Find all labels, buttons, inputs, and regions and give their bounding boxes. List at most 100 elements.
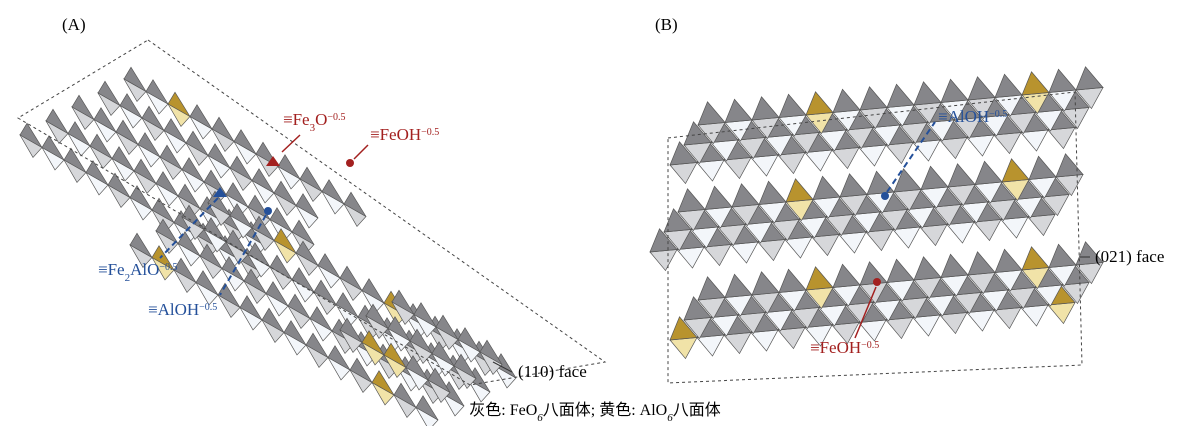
octahedron-face bbox=[865, 229, 894, 252]
octahedron-face bbox=[723, 157, 752, 180]
arrow bbox=[281, 134, 301, 153]
octahedron-face bbox=[313, 279, 337, 305]
octahedron-face bbox=[273, 228, 297, 254]
octahedron-face bbox=[778, 93, 807, 118]
octahedron-face bbox=[269, 207, 293, 233]
octahedron-face bbox=[1021, 71, 1050, 96]
octahedron-face bbox=[19, 122, 43, 148]
octahedron-face bbox=[669, 162, 698, 185]
octahedron-face bbox=[167, 91, 191, 117]
text: ≡Fe bbox=[98, 260, 125, 279]
octahedron-face bbox=[247, 194, 271, 220]
octahedron-face bbox=[723, 332, 752, 355]
octahedron-face bbox=[946, 221, 975, 244]
octahedron-face bbox=[750, 329, 779, 352]
octahedron-face bbox=[866, 170, 895, 195]
superscript: −0.5 bbox=[159, 262, 177, 273]
leader bbox=[886, 121, 936, 193]
octahedron-face bbox=[129, 232, 153, 258]
octahedron-face bbox=[479, 339, 503, 365]
octahedron-face bbox=[785, 178, 814, 203]
octahedron-face bbox=[1021, 246, 1050, 271]
octahedron-face bbox=[912, 139, 941, 162]
octahedron-face bbox=[457, 327, 481, 353]
octahedron-face bbox=[361, 278, 385, 304]
octahedron-face bbox=[913, 256, 942, 281]
octahedron-face bbox=[1055, 153, 1084, 178]
octahedron-face bbox=[859, 86, 888, 111]
octahedron-face bbox=[858, 319, 887, 342]
octahedron-face bbox=[111, 146, 135, 172]
octahedron-face bbox=[649, 249, 678, 272]
octahedron-face bbox=[677, 188, 706, 213]
octahedron-face bbox=[886, 258, 915, 283]
octahedron-face bbox=[919, 224, 948, 247]
octahedron-face bbox=[1000, 216, 1029, 239]
octahedron-face bbox=[265, 281, 289, 307]
text: 八面体; 黄色: AlO bbox=[543, 401, 667, 419]
site-marker bbox=[873, 278, 881, 286]
site-marker bbox=[881, 192, 889, 200]
octahedron-face bbox=[974, 160, 1003, 185]
octahedron-face bbox=[233, 129, 257, 155]
octahedron-face bbox=[339, 317, 363, 343]
octahedron-face bbox=[804, 149, 833, 172]
octahedron-face bbox=[435, 314, 459, 340]
octahedron-face bbox=[1047, 302, 1076, 325]
octahedron-face bbox=[966, 134, 995, 157]
octahedron-face bbox=[207, 190, 231, 216]
arrow bbox=[492, 361, 513, 373]
octahedron-face bbox=[886, 83, 915, 108]
face-label: (110) face bbox=[518, 362, 587, 381]
octahedron-face bbox=[195, 270, 219, 296]
octahedron-face bbox=[277, 154, 301, 180]
octahedron-face bbox=[885, 317, 914, 340]
site-marker bbox=[266, 156, 280, 166]
octahedron-face bbox=[383, 342, 407, 368]
site-marker bbox=[264, 207, 272, 215]
octahedron-face bbox=[967, 76, 996, 101]
octahedron-face bbox=[913, 81, 942, 106]
octahedron-face bbox=[994, 248, 1023, 273]
annotation: ≡FeOH−0.5 bbox=[810, 338, 879, 357]
octahedron-face bbox=[63, 147, 87, 173]
octahedron-face bbox=[669, 337, 698, 360]
octahedron-face bbox=[994, 73, 1023, 98]
text: ≡FeOH bbox=[370, 125, 421, 144]
octahedron-face bbox=[724, 98, 753, 123]
octahedron-face bbox=[947, 163, 976, 188]
octahedron-face bbox=[115, 119, 139, 145]
face-outline-b bbox=[667, 91, 1083, 384]
octahedron-face bbox=[133, 158, 157, 184]
octahedron-face bbox=[1048, 243, 1077, 268]
octahedron-face bbox=[663, 208, 692, 233]
octahedron-face bbox=[669, 316, 698, 341]
arrow bbox=[854, 286, 877, 339]
octahedron-face bbox=[229, 203, 253, 229]
octahedron-face bbox=[1001, 158, 1030, 183]
octahedron-face bbox=[177, 183, 201, 209]
site-marker bbox=[213, 187, 227, 197]
octahedron-face bbox=[832, 263, 861, 288]
octahedron-face bbox=[1020, 129, 1049, 152]
text: ≡Fe bbox=[283, 110, 310, 129]
octahedron-face bbox=[273, 180, 297, 206]
octahedron-face bbox=[427, 367, 451, 393]
octahedron-face bbox=[159, 144, 183, 170]
octahedron-face bbox=[413, 302, 437, 328]
octahedron-face bbox=[199, 243, 223, 269]
octahedron-face bbox=[431, 341, 455, 367]
octahedron-face bbox=[349, 357, 373, 383]
octahedron-face bbox=[940, 78, 969, 103]
octahedron-face bbox=[811, 234, 840, 257]
octahedron-face bbox=[291, 219, 315, 245]
octahedron-face bbox=[750, 154, 779, 177]
octahedron-face bbox=[89, 133, 113, 159]
octahedron-face bbox=[155, 171, 179, 197]
subscript: 6 bbox=[537, 412, 543, 424]
text: AlO bbox=[130, 260, 159, 279]
octahedron-face bbox=[683, 296, 712, 321]
octahedron-face bbox=[261, 307, 285, 333]
leader bbox=[159, 197, 219, 259]
octahedron-face bbox=[243, 268, 267, 294]
